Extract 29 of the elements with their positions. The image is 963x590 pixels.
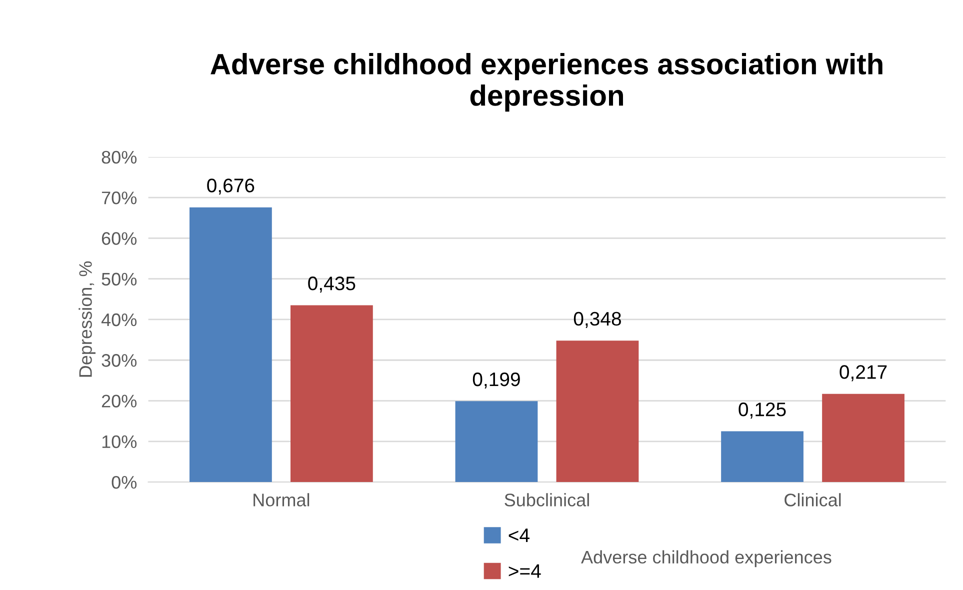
y-tick-label: 80% (102, 150, 137, 164)
y-tick-label: 20% (102, 394, 137, 408)
bar (290, 305, 373, 482)
x-tick-label: Clinical (784, 493, 841, 506)
y-tick-label: 0% (112, 476, 137, 489)
y-tick-label: 70% (102, 192, 137, 204)
y-tick-label: 30% (102, 354, 137, 367)
x-tick-label: Subclinical (504, 493, 589, 506)
data-label: 0,217 (840, 365, 887, 382)
bar (190, 207, 272, 482)
y-tick-label: 10% (102, 435, 137, 448)
bar (556, 340, 639, 482)
y-axis-title: Depression, % (78, 261, 96, 377)
chart-title: Adverse childhood experiences association with depression (210, 53, 882, 112)
bar (822, 394, 904, 482)
data-label: 0,199 (472, 372, 520, 389)
data-label: 0,125 (738, 402, 786, 419)
y-tick-label: 60% (102, 232, 137, 245)
y-tick-label: 40% (101, 313, 137, 326)
data-label: 0,676 (207, 178, 254, 195)
data-label: 0,348 (574, 312, 621, 328)
legend-label: >=4 (508, 564, 541, 578)
legend-label: <4 (508, 528, 530, 542)
bar (721, 431, 804, 482)
y-tick-label: 50% (102, 272, 137, 286)
data-label: 0,435 (308, 276, 356, 293)
bar (455, 401, 538, 482)
x-axis-title: Adverse childhood experiences (581, 550, 832, 568)
x-tick-label: Normal (254, 493, 310, 506)
